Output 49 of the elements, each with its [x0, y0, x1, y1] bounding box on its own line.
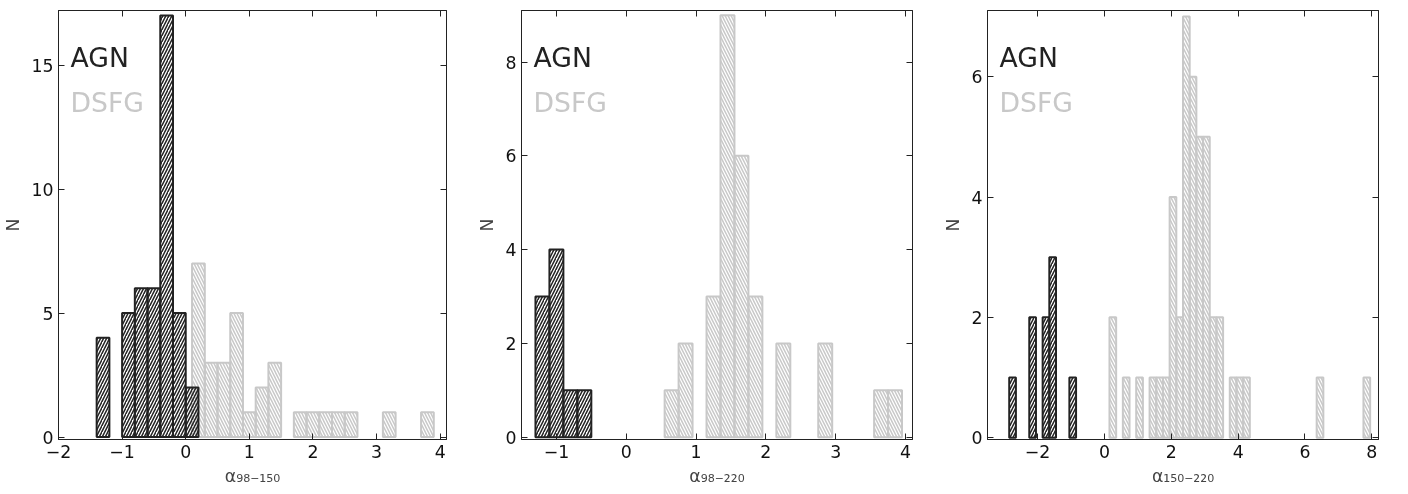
- text: AGN: [999, 41, 1058, 73]
- x-tick-label: 6: [1299, 441, 1311, 462]
- y-tick-label: 8: [505, 52, 517, 73]
- x-tick-label: 0: [620, 441, 632, 462]
- bar: [1362, 376, 1372, 439]
- x-axis-title: α₉₈₋₁₅₀: [224, 465, 281, 486]
- bar: [775, 342, 792, 439]
- bar: [1121, 376, 1131, 439]
- y-tick-label: 2: [971, 307, 983, 328]
- x-tick-label: −1: [543, 441, 570, 462]
- x-tick-label: 3: [830, 441, 842, 462]
- series-label: AGN: [70, 41, 129, 73]
- x-tick-label: −2: [1024, 441, 1051, 462]
- y-tick-label: 0: [971, 428, 983, 449]
- y-tick-label: 2: [505, 333, 517, 354]
- y-tick-label: 5: [42, 303, 54, 324]
- x-tick-label: 0: [1098, 441, 1110, 462]
- x-tick-label: 2: [1165, 441, 1177, 462]
- x-axis-title: α₁₅₀₋₂₂₀: [1151, 465, 1215, 486]
- bar: [817, 342, 834, 439]
- x-tick-label: 8: [1366, 441, 1378, 462]
- y-tick-label: 10: [31, 179, 54, 200]
- x-tick-label: 2: [307, 441, 319, 462]
- x-tick-label: 4: [434, 441, 446, 462]
- x-tick-label: 1: [690, 441, 702, 462]
- y-axis-title: N: [3, 218, 24, 232]
- y-axis-title: N: [477, 218, 498, 232]
- y-tick-label: 0: [42, 427, 54, 448]
- x-tick-label: 4: [1232, 441, 1244, 462]
- bar: [1135, 376, 1144, 439]
- y-tick-label: 0: [505, 427, 517, 448]
- x-tick-label: −1: [109, 441, 135, 462]
- bar: [1315, 376, 1325, 439]
- bar: [1108, 316, 1118, 439]
- y-axis-title: N: [943, 218, 964, 232]
- bar: [381, 411, 397, 439]
- bar: [420, 411, 435, 439]
- y-tick-label: 6: [505, 146, 517, 167]
- x-tick-label: 4: [900, 441, 912, 462]
- x-tick-label: 1: [243, 441, 255, 462]
- x-tick-label: 0: [180, 441, 192, 462]
- y-tick-label: 15: [31, 55, 54, 76]
- text: AGN: [533, 41, 592, 73]
- x-tick-label: 3: [371, 441, 383, 462]
- y-tick-label: 6: [971, 67, 983, 88]
- y-tick-label: 4: [505, 240, 517, 261]
- y-tick-label: 4: [971, 187, 983, 208]
- x-tick-label: 2: [760, 441, 772, 462]
- x-axis-title: α₉₈₋₂₂₀: [689, 465, 745, 486]
